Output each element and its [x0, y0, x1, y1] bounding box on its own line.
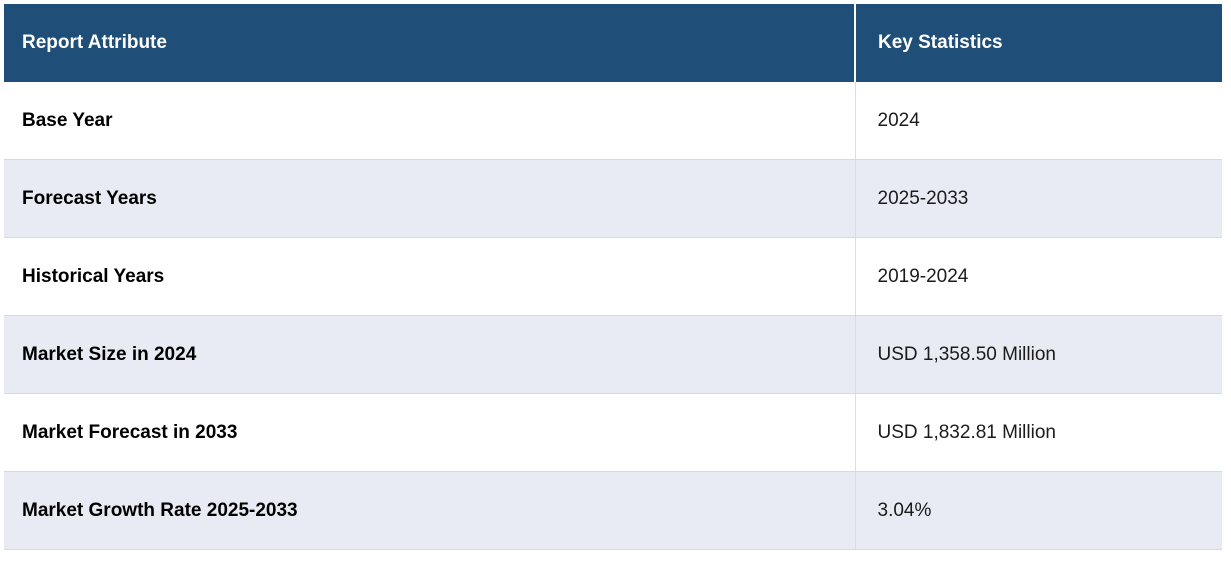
- attribute-cell: Base Year: [4, 82, 855, 160]
- table-row-base-year: Base Year 2024: [4, 82, 1222, 160]
- table-row-forecast-years: Forecast Years 2025-2033: [4, 159, 1222, 238]
- report-summary-table: Report Attribute Key Statistics Base Yea…: [4, 4, 1222, 550]
- table-row-market-forecast-2033: Market Forecast in 2033 USD 1,832.81 Mil…: [4, 393, 1222, 472]
- attribute-cell: Market Forecast in 2033: [4, 393, 855, 472]
- value-cell: USD 1,358.50 Million: [854, 315, 1222, 394]
- table-row-market-size-2024: Market Size in 2024 USD 1,358.50 Million: [4, 315, 1222, 394]
- value-cell: 2024: [854, 82, 1222, 160]
- value-cell: 2025-2033: [854, 159, 1222, 238]
- attribute-cell: Market Size in 2024: [4, 315, 855, 394]
- table-row-historical-years: Historical Years 2019-2024: [4, 237, 1222, 316]
- attribute-cell: Forecast Years: [4, 159, 855, 238]
- attribute-cell: Market Growth Rate 2025-2033: [4, 471, 855, 550]
- value-cell: USD 1,832.81 Million: [854, 393, 1222, 472]
- attribute-cell: Historical Years: [4, 237, 855, 316]
- value-cell: 2019-2024: [854, 237, 1222, 316]
- table-row-market-growth-rate: Market Growth Rate 2025-2033 3.04%: [4, 471, 1222, 550]
- report-summary-table-wrapper: Report Attribute Key Statistics Base Yea…: [4, 4, 1222, 550]
- column-header-report-attribute: Report Attribute: [4, 4, 855, 82]
- value-cell: 3.04%: [854, 471, 1222, 550]
- table-header-row: Report Attribute Key Statistics: [4, 4, 1222, 82]
- column-header-key-statistics: Key Statistics: [854, 4, 1222, 82]
